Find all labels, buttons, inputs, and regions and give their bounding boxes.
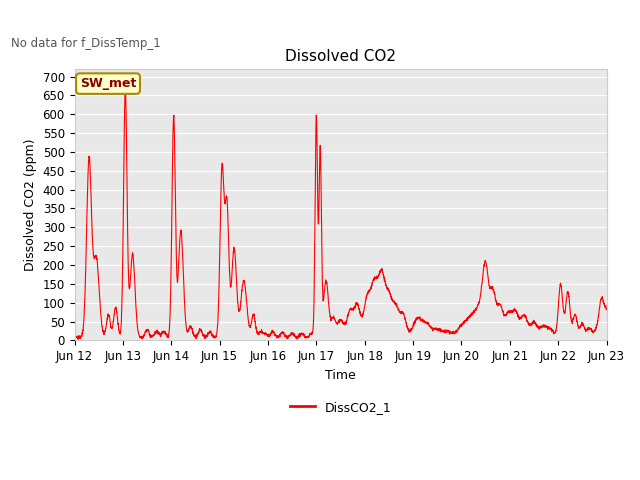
Legend: DissCO2_1: DissCO2_1 (285, 396, 396, 419)
Text: SW_met: SW_met (80, 77, 136, 90)
X-axis label: Time: Time (325, 369, 356, 382)
Y-axis label: Dissolved CO2 (ppm): Dissolved CO2 (ppm) (24, 138, 37, 271)
Text: No data for f_DissTemp_1: No data for f_DissTemp_1 (11, 37, 161, 50)
Title: Dissolved CO2: Dissolved CO2 (285, 48, 396, 64)
